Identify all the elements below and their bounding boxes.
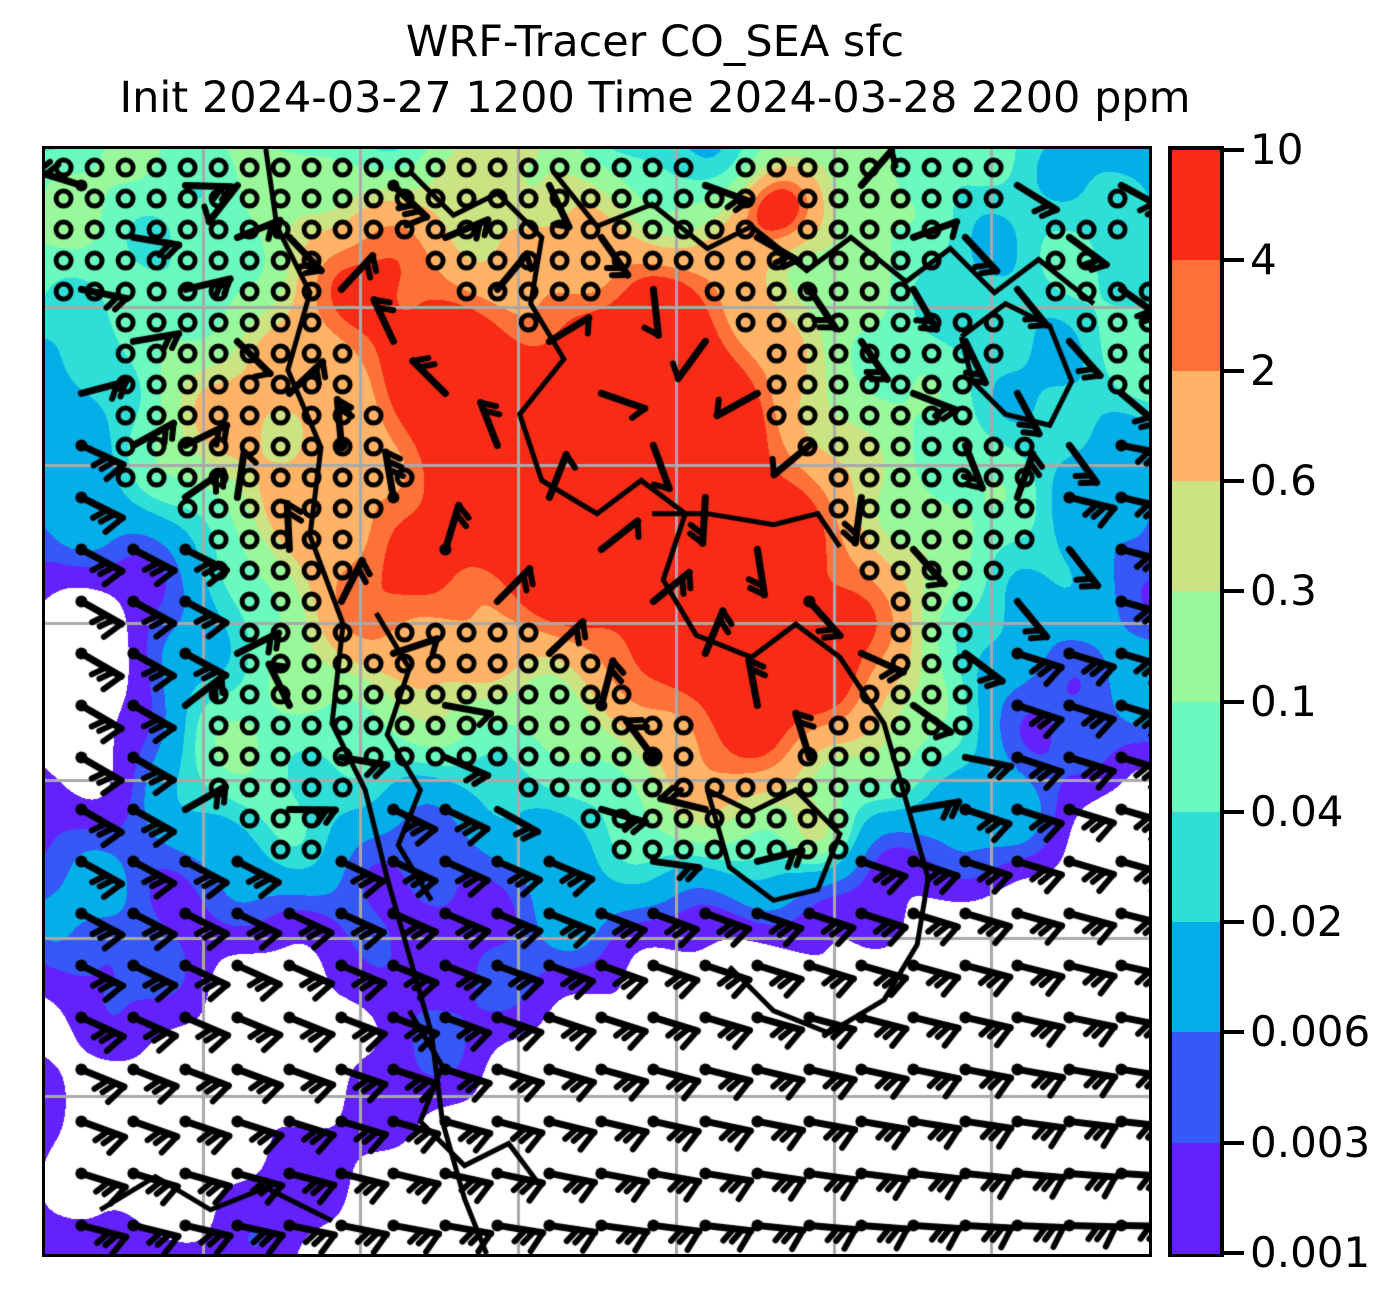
colorbar-band (1172, 370, 1220, 482)
chart-subtitle: Init 2024-03-27 1200 Time 2024-03-28 220… (119, 73, 1191, 123)
colorbar-tick-label: 0.006 (1250, 1007, 1371, 1057)
colorbar-band (1172, 260, 1220, 372)
colorbar-tick-mark (1224, 258, 1244, 263)
colorbar-tick-label: 0.04 (1250, 786, 1344, 836)
colorbar-band (1172, 1032, 1220, 1144)
colorbar-band (1172, 591, 1220, 703)
wind-barbs-and-coastline-overlay (45, 149, 1149, 1254)
page-title: WRF-Tracer CO_SEA sfc (405, 17, 905, 67)
colorbar-tick-label: 0.3 (1250, 566, 1317, 616)
colorbar-band (1172, 701, 1220, 813)
colorbar-tick-mark (1224, 1030, 1244, 1035)
colorbar-tick-label: 4 (1250, 235, 1277, 285)
colorbar-tick-label: 0.02 (1250, 897, 1344, 947)
colorbar-gradient (1168, 146, 1224, 1257)
colorbar-band (1172, 480, 1220, 592)
map-plot-area (42, 146, 1152, 1257)
colorbar-tick-label: 2 (1250, 345, 1277, 395)
colorbar-band (1172, 150, 1220, 261)
colorbar-tick-mark (1224, 478, 1244, 483)
colorbar-tick-mark (1224, 699, 1244, 704)
colorbar-band (1172, 922, 1220, 1033)
colorbar-tick-label: 0.1 (1250, 676, 1317, 726)
colorbar-tick-label: 0.001 (1250, 1228, 1371, 1277)
colorbar-tick-label: 0.6 (1250, 455, 1317, 505)
colorbar-tick-label: 10 (1250, 125, 1304, 174)
colorbar-tick-mark (1224, 920, 1244, 925)
colorbar-tick-mark (1224, 148, 1244, 152)
colorbar-tick-label: 0.003 (1250, 1117, 1371, 1167)
colorbar (1168, 146, 1224, 1257)
colorbar-tick-mark (1224, 809, 1244, 814)
colorbar-tick-mark (1224, 589, 1244, 594)
chart-title-block: WRF-Tracer CO_SEA sfc Init 2024-03-27 12… (0, 14, 1310, 126)
colorbar-band (1172, 1142, 1220, 1254)
colorbar-tick-mark (1224, 1140, 1244, 1145)
colorbar-tick-mark (1224, 368, 1244, 373)
colorbar-tick-mark (1224, 1251, 1244, 1255)
colorbar-band (1172, 811, 1220, 923)
